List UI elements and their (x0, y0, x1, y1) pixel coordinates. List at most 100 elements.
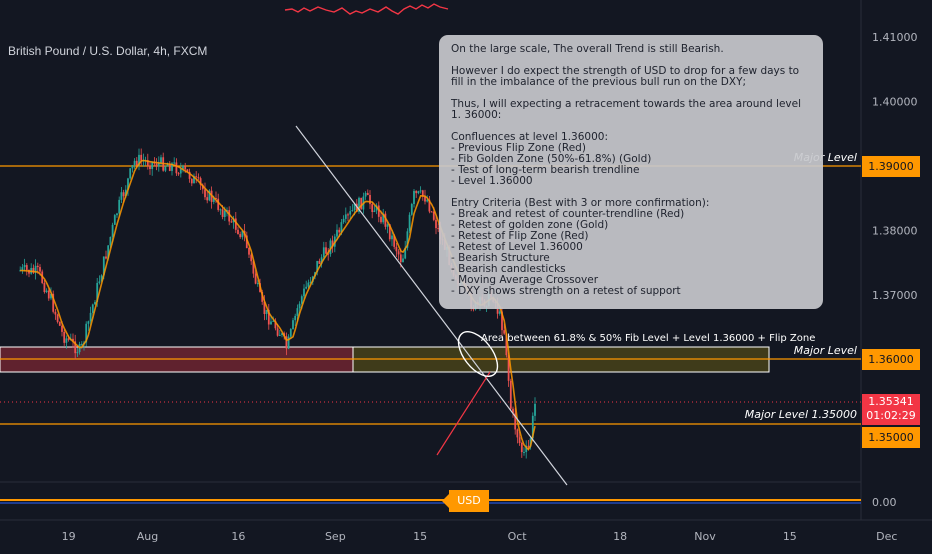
candle-body (109, 236, 112, 246)
candle-body (263, 301, 266, 315)
price-tag-1-39: 1.39000 (862, 156, 920, 177)
symbol-title[interactable]: British Pound / U.S. Dollar, 4h, FXCM (8, 44, 208, 58)
candle-body (184, 165, 187, 170)
candle-body (61, 325, 63, 332)
candle-body (67, 338, 70, 340)
candle-body (65, 338, 68, 343)
candle-body (215, 198, 217, 200)
candle-body (338, 229, 341, 233)
candle-body (267, 309, 270, 325)
candle-body (195, 176, 198, 178)
candle-body (177, 173, 180, 175)
candle-body (98, 281, 101, 283)
candle-body (292, 320, 294, 330)
candle-body (393, 235, 396, 247)
counter-trendline[interactable] (436, 371, 491, 456)
candle-body (278, 334, 281, 336)
candle-body (74, 341, 77, 354)
candle-body (197, 177, 200, 179)
candle-body (140, 154, 143, 161)
candle-body (419, 190, 422, 192)
candle-body (212, 198, 215, 202)
candle-body (305, 286, 308, 289)
candle-body (25, 265, 28, 270)
price-tag-1-35: 1.35000 (862, 427, 920, 448)
candle-body (133, 160, 136, 166)
price-axis[interactable]: 1.41000 1.40000 1.38000 1.37000 (872, 31, 918, 302)
candle-body (360, 197, 363, 210)
candle-body (430, 211, 433, 213)
current-price-tag: 1.35341 01:02:29 (862, 394, 920, 425)
candle-body (322, 247, 325, 258)
candle-body (54, 311, 57, 315)
candle-body (217, 198, 220, 210)
candle-body (39, 267, 41, 272)
candle-body (122, 192, 125, 197)
candle-body (426, 199, 429, 202)
usd-indicator-tag[interactable]: USD (442, 490, 489, 512)
candle-body (355, 203, 358, 212)
candle-body (520, 442, 523, 453)
candle-body (87, 321, 90, 324)
time-tick-label: Sep (325, 530, 346, 543)
candle-body (173, 162, 176, 164)
candle-body (47, 290, 50, 299)
candle-body (353, 203, 356, 211)
candle-body (36, 265, 39, 268)
time-axis[interactable]: 19Aug16Sep15Oct18Nov15Dec15 (62, 530, 932, 543)
candle-body (391, 235, 393, 240)
candle-body (397, 251, 400, 255)
candle-body (85, 323, 88, 343)
candle-body (111, 224, 114, 237)
candle-body (256, 283, 259, 285)
candle-body (527, 445, 530, 447)
candle-body (223, 210, 226, 217)
candle-body (380, 216, 382, 223)
candle-body (421, 190, 424, 197)
candle-body (340, 222, 343, 233)
candle-body (351, 210, 354, 212)
candle-body (43, 282, 46, 293)
candle-body (501, 311, 503, 331)
candle-body (296, 308, 299, 316)
candle-body (331, 240, 334, 247)
candle-body (523, 452, 525, 454)
candle-body (404, 247, 407, 259)
annotation-callout[interactable]: On the large scale, The overall Trend is… (439, 35, 823, 309)
candle-body (435, 219, 437, 229)
candle-body (437, 228, 440, 230)
candle-body (382, 213, 385, 223)
bearish-trendline[interactable] (295, 125, 568, 486)
candle-body (58, 321, 61, 326)
candle-body (118, 199, 121, 214)
candle-body (336, 229, 338, 237)
candle-body (89, 312, 92, 322)
candle-body (531, 415, 534, 439)
retest-ellipse[interactable] (451, 325, 505, 383)
candle-body (413, 190, 415, 205)
candle-body (386, 224, 389, 227)
candle-body (186, 169, 189, 172)
time-tick-label: 16 (231, 530, 245, 543)
candle-body (239, 234, 242, 238)
zone-label: Area between 61.8% & 50% Fib Level + Lev… (481, 333, 815, 344)
candle-body (349, 211, 352, 215)
price-tag-1-36: 1.36000 (862, 349, 920, 370)
time-tick-label: 15 (413, 530, 427, 543)
candle-body (199, 178, 202, 185)
candle-body (327, 253, 330, 255)
candle-body (507, 355, 510, 381)
candle-body (303, 288, 305, 297)
time-tick-label: Aug (137, 530, 158, 543)
candle-body (131, 165, 134, 169)
candle-body (228, 210, 231, 222)
candle-body (274, 320, 277, 329)
candle-body (371, 204, 374, 213)
time-tick-label: Dec (876, 530, 897, 543)
candle-body (100, 275, 103, 282)
candle-body (272, 320, 275, 322)
candle-body (102, 256, 105, 276)
candle-body (417, 191, 420, 194)
